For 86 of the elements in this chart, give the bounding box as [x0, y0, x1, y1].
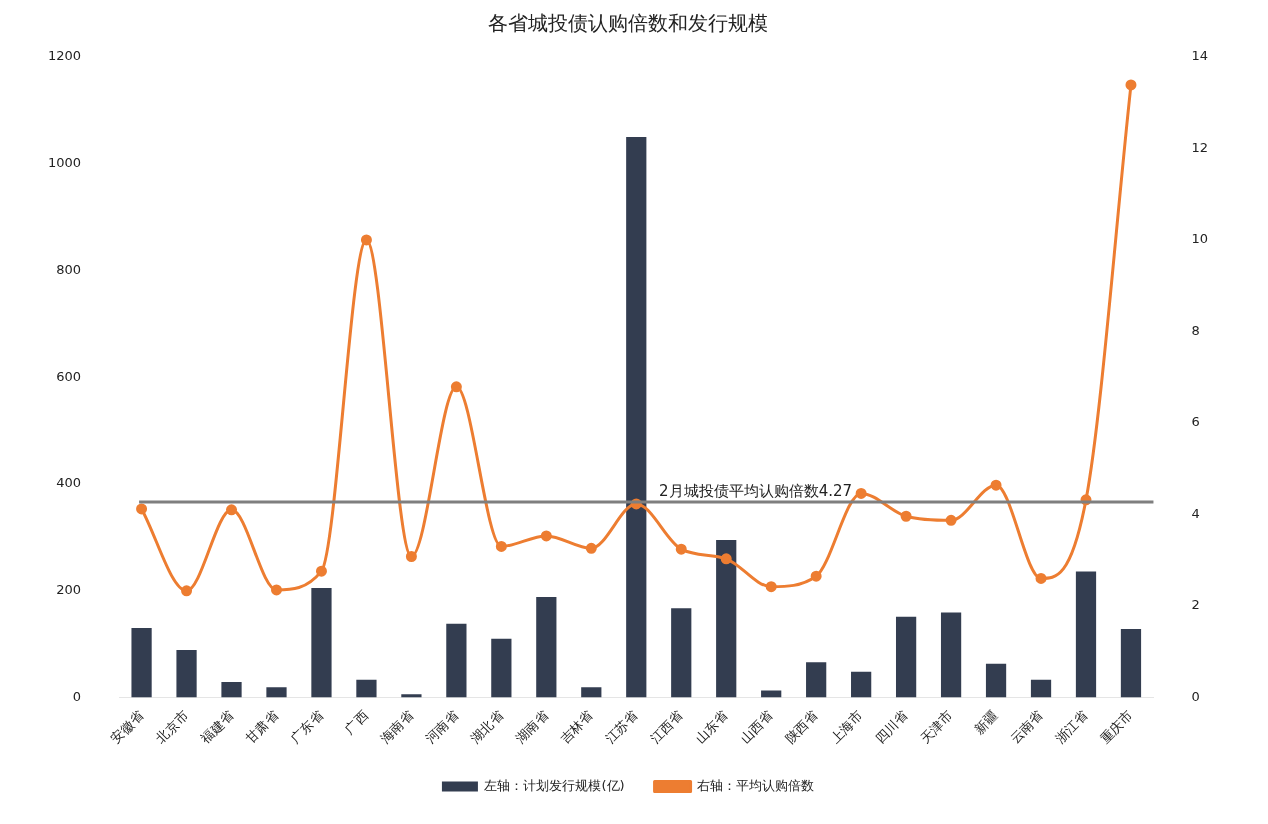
y2-tick-label: 6 [1191, 414, 1200, 430]
point [540, 530, 552, 542]
y-tick-label: 200 [56, 582, 82, 598]
bar [1030, 679, 1052, 698]
x-tick-label: 江西省 [647, 707, 686, 746]
bar [356, 679, 377, 698]
bar [131, 628, 152, 698]
bar [446, 623, 467, 698]
point [405, 551, 417, 563]
point [136, 503, 148, 515]
x-tick-label: 广东省 [287, 707, 326, 746]
bar [940, 612, 962, 698]
point [495, 540, 507, 552]
bar [311, 587, 332, 698]
x-tick-label: 湖南省 [512, 707, 551, 746]
ref-line-label: 2月城投债平均认购倍数4.27 [659, 481, 853, 500]
bar [626, 137, 647, 698]
bar [761, 690, 782, 698]
point [1035, 572, 1047, 584]
x-tick-label: 重庆市 [1097, 707, 1136, 746]
x-tick-label: 安徽省 [107, 707, 147, 746]
point [226, 504, 238, 516]
point [315, 565, 327, 577]
bar [1120, 629, 1142, 698]
bar [1075, 571, 1097, 698]
point [360, 234, 372, 246]
bar [536, 597, 557, 698]
point [1125, 79, 1137, 91]
point [765, 581, 777, 593]
bar [716, 539, 737, 698]
x-tick-label: 海南省 [377, 707, 416, 746]
x-tick-label: 甘肃省 [242, 707, 281, 746]
point [855, 487, 867, 499]
x-tick-label: 河南省 [422, 707, 461, 746]
bar [985, 663, 1007, 698]
y2-tick-label: 2 [1191, 597, 1200, 613]
x-tick-label: 天津市 [917, 707, 956, 746]
y2-tick-label: 4 [1191, 505, 1200, 521]
y-tick-label: 400 [56, 475, 82, 491]
x-tick-label: 江苏省 [602, 707, 641, 746]
point [270, 584, 282, 596]
y2-tick-label: 0 [1191, 688, 1200, 704]
bar [851, 671, 872, 698]
point [810, 570, 822, 582]
y-tick-label: 800 [56, 261, 82, 277]
point [181, 585, 193, 597]
y-tick-label: 600 [56, 368, 82, 384]
x-tick-label: 新疆 [971, 707, 1001, 737]
bar [221, 681, 242, 698]
bar [581, 687, 602, 698]
x-tick-label: 云南省 [1007, 707, 1046, 746]
y-tick-label: 1000 [47, 155, 82, 171]
point [675, 543, 687, 555]
y2-tick-label: 14 [1191, 48, 1208, 64]
bar [671, 608, 692, 698]
x-tick-label: 浙江省 [1052, 707, 1091, 746]
x-tick-label: 陕西省 [782, 707, 821, 746]
x-tick-label: 山西省 [737, 707, 776, 746]
x-tick-label: 四川省 [872, 707, 911, 746]
point [900, 510, 912, 522]
chart-title: 各省城投债认购倍数和发行规模 [488, 11, 768, 36]
y-tick-label: 1200 [47, 48, 82, 64]
point [990, 479, 1002, 491]
bar [491, 638, 512, 698]
bar [806, 662, 827, 698]
x-tick-label: 湖北省 [467, 707, 506, 746]
y2-tick-label: 10 [1191, 231, 1208, 247]
x-tick-label: 山东省 [692, 707, 731, 746]
point [585, 542, 597, 554]
x-tick-label: 上海市 [827, 707, 866, 746]
bar [895, 616, 917, 698]
y-tick-label: 0 [72, 688, 82, 704]
y2-tick-label: 12 [1191, 139, 1208, 155]
legend-label: 左轴：计划发行规模(亿) [484, 777, 625, 793]
point [450, 381, 462, 393]
legend-label: 右轴：平均认购倍数 [697, 777, 815, 793]
y2-tick-label: 8 [1191, 322, 1200, 338]
bar [176, 649, 197, 698]
bar [401, 694, 422, 698]
point [945, 514, 957, 526]
x-tick-label: 广西 [341, 707, 371, 737]
x-tick-label: 北京市 [152, 707, 192, 746]
point [720, 553, 732, 565]
x-tick-label: 福建省 [197, 707, 237, 746]
x-tick-label: 吉林省 [557, 707, 596, 746]
bar [266, 687, 287, 698]
